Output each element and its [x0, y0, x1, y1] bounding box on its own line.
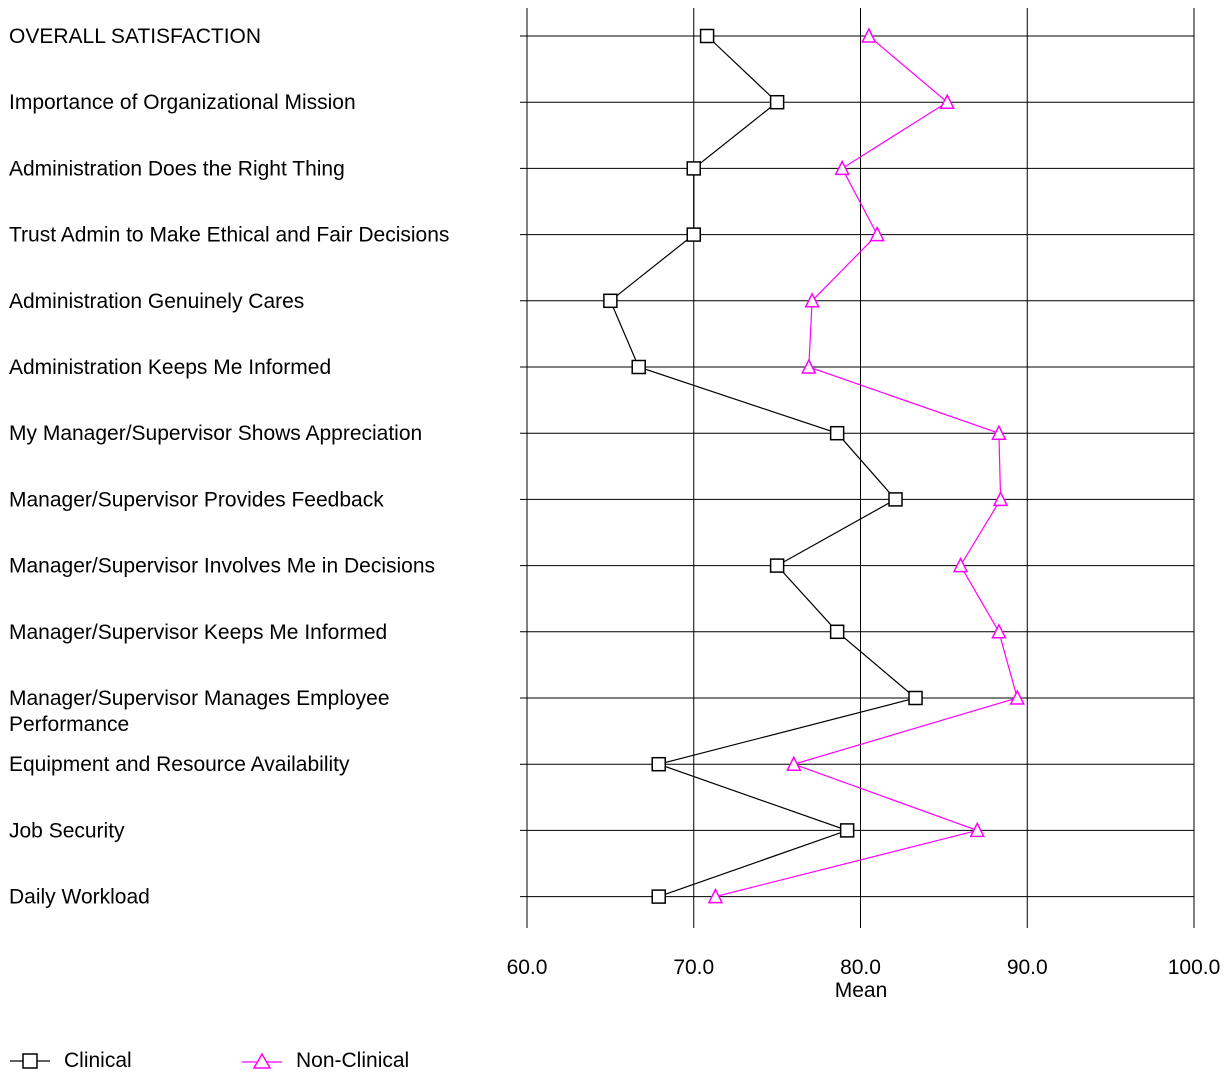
data-point-non-clinical [992, 490, 1009, 507]
x-tick-label: 90.0 [1007, 956, 1048, 979]
category-label: Trust Admin to Make Ethical and Fair Dec… [9, 224, 449, 247]
category-label: Equipment and Resource Availability [9, 753, 350, 776]
data-point-non-clinical [1009, 689, 1025, 705]
category-label: Manager/Supervisor Keeps Me Informed [9, 621, 387, 644]
data-point-non-clinical [969, 821, 985, 838]
data-point-non-clinical [991, 424, 1007, 440]
legend-item-non-clinical: Non-Clinical [240, 1046, 409, 1076]
series-clinical [603, 28, 923, 904]
category-label: My Manager/Supervisor Shows Appreciation [9, 422, 422, 445]
data-point-non-clinical [804, 292, 820, 308]
data-point-non-clinical [707, 887, 724, 904]
data-point-clinical [631, 359, 646, 375]
category-labels: OVERALL SATISFACTION Importance of Organi… [9, 25, 449, 909]
x-axis-ticks: 60.0 70.0 80.0 90.0 100.0 [507, 956, 1221, 979]
data-point-clinical [839, 823, 855, 838]
data-point-non-clinical [861, 27, 877, 43]
category-label: Administration Keeps Me Informed [9, 356, 331, 379]
data-point-clinical [651, 756, 666, 772]
data-point-non-clinical [952, 556, 969, 573]
legend-label-non-clinical: Non-Clinical [296, 1049, 410, 1072]
category-label: Administration Genuinely Cares [9, 290, 304, 313]
data-point-clinical [686, 227, 701, 242]
grid-lines [520, 8, 1195, 928]
series-layer [603, 27, 1025, 904]
data-point-clinical [908, 690, 923, 706]
data-point-clinical [829, 425, 845, 441]
series-line-clinical [609, 35, 917, 898]
data-point-non-clinical [869, 225, 885, 242]
category-label: Manager/Supervisor Involves Me in Decisi… [9, 555, 435, 578]
x-tick-label: 80.0 [840, 956, 881, 979]
data-point-clinical [829, 624, 845, 640]
x-axis-title: Mean [835, 979, 888, 1002]
data-point-clinical [686, 161, 701, 176]
data-point-clinical [651, 889, 666, 904]
category-label: Administration Does the Right Thing [9, 157, 345, 180]
x-tick-label: 60.0 [507, 956, 548, 979]
x-tick-label: 100.0 [1168, 956, 1221, 979]
category-label: Job Security [9, 819, 125, 842]
data-point-non-clinical [801, 358, 817, 374]
series-non-clinical [707, 27, 1025, 904]
category-label: Manager/Supervisor Manages Employee Perfo… [9, 687, 390, 736]
legend-marker-clinical [10, 1053, 50, 1069]
data-point-clinical [603, 293, 618, 309]
category-label: Manager/Supervisor Provides Feedback [9, 488, 384, 511]
data-point-clinical [769, 558, 785, 573]
legend-marker-non-clinical [242, 1052, 282, 1069]
category-label: Daily Workload [9, 886, 150, 909]
legend-item-clinical: Clinical [8, 1046, 132, 1076]
x-tick-label: 70.0 [673, 956, 714, 979]
data-point-non-clinical [991, 623, 1007, 639]
data-point-non-clinical [786, 755, 802, 771]
data-point-clinical [769, 94, 785, 110]
data-point-non-clinical [834, 159, 850, 176]
series-line-non-clinical [715, 35, 1018, 898]
category-label: OVERALL SATISFACTION [9, 25, 261, 48]
category-label: Importance of Organizational Mission [9, 91, 356, 114]
data-point-clinical [888, 492, 903, 507]
data-point-clinical [699, 28, 715, 44]
legend-label-clinical: Clinical [64, 1049, 132, 1072]
data-point-non-clinical [939, 93, 955, 109]
